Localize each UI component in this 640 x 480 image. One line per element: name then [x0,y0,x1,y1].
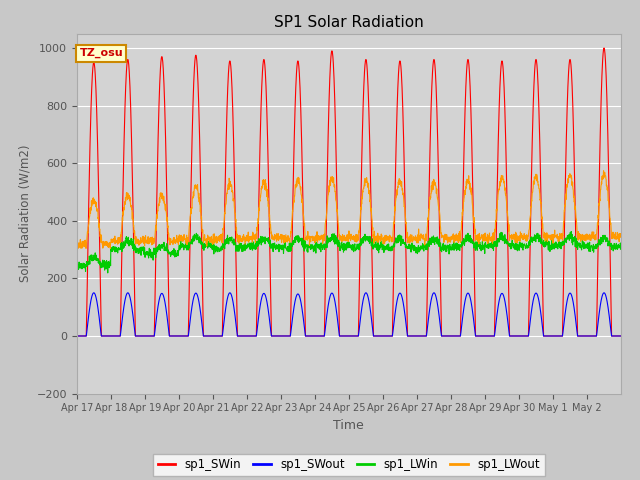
sp1_LWout [381,234,389,240]
sp1_LWout [82,246,90,252]
sp1_LWout [73,241,81,247]
sp1_SWin [543,333,551,339]
sp1_LWin [617,245,625,251]
sp1_LWout [245,234,253,240]
Legend: sp1_SWin, sp1_SWout, sp1_LWin, sp1_LWout: sp1_SWin, sp1_SWout, sp1_LWin, sp1_LWout [153,454,545,476]
sp1_LWout [127,204,135,209]
sp1_SWin [600,45,608,51]
sp1_SWin [381,333,389,339]
Line: sp1_LWout: sp1_LWout [77,171,621,249]
sp1_LWin [127,242,135,248]
sp1_SWout [513,333,520,339]
sp1_LWout [617,233,625,239]
sp1_SWin [609,333,617,339]
sp1_LWin [104,270,111,276]
sp1_SWout [609,333,617,339]
sp1_SWout [543,333,551,339]
sp1_SWout [381,333,389,339]
Line: sp1_SWout: sp1_SWout [77,293,621,336]
sp1_LWout [610,232,618,238]
sp1_SWout [127,301,135,307]
Y-axis label: Solar Radiation (W/m2): Solar Radiation (W/m2) [18,145,31,282]
sp1_LWin [245,242,253,248]
X-axis label: Time: Time [333,419,364,432]
Line: sp1_LWin: sp1_LWin [77,231,621,273]
sp1_LWout [543,239,551,244]
sp1_SWin [127,120,135,126]
sp1_LWout [513,233,520,239]
sp1_SWout [617,333,625,339]
sp1_SWin [73,333,81,339]
sp1_LWin [543,242,551,248]
sp1_SWin [244,333,252,339]
sp1_SWin [513,333,520,339]
sp1_LWin [381,244,389,250]
sp1_LWout [600,168,607,174]
sp1_SWout [73,333,81,339]
sp1_LWin [73,262,81,267]
Line: sp1_SWin: sp1_SWin [77,48,621,336]
sp1_SWin [617,333,625,339]
sp1_SWout [245,333,253,339]
sp1_LWin [513,245,520,251]
Title: SP1 Solar Radiation: SP1 Solar Radiation [274,15,424,30]
sp1_LWin [610,243,618,249]
Text: TZ_osu: TZ_osu [79,48,123,58]
sp1_SWout [90,290,98,296]
sp1_LWin [567,228,575,234]
